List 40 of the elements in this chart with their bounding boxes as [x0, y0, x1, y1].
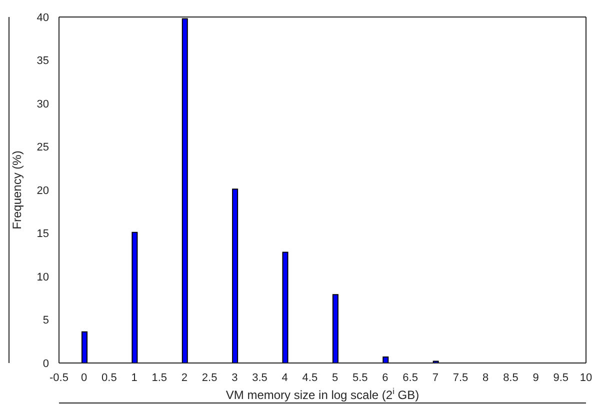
- x-tick-label: -0.5: [50, 372, 68, 384]
- x-tick-label: 1.5: [152, 372, 168, 384]
- x-tick-label: 7: [432, 372, 438, 384]
- x-tick-label: 5: [332, 372, 338, 384]
- x-tick-label: 2: [181, 372, 188, 384]
- x-tick-label: 4: [282, 372, 288, 384]
- y-tick-label: 10: [36, 271, 49, 284]
- y-tick-label: 0: [42, 358, 49, 370]
- x-tick-label: 3: [232, 372, 238, 384]
- y-tick-label: 5: [42, 314, 49, 327]
- y-tick-label: 40: [36, 12, 49, 24]
- y-tick-label: 35: [36, 55, 49, 68]
- bar: [182, 18, 188, 363]
- bar: [82, 331, 88, 363]
- y-tick-label: 25: [36, 142, 49, 154]
- y-tick-label: 15: [36, 228, 49, 240]
- x-tick-label: 9.5: [553, 372, 569, 384]
- x-tick-label: 8.5: [503, 372, 518, 384]
- x-tick-label: 7.5: [452, 372, 468, 384]
- x-tick-label: 3.5: [252, 372, 268, 384]
- x-axis-title: VM memory size in log scale (2$^{i}$ GB): [226, 386, 420, 402]
- bar: [382, 356, 389, 363]
- y-tick-label: 30: [36, 98, 49, 110]
- bar: [332, 294, 338, 363]
- x-tick-label: 8: [482, 372, 489, 384]
- x-tick-label: 1: [131, 372, 138, 384]
- x-tick-label: 4.5: [302, 372, 318, 384]
- x-tick-label: 0: [81, 372, 88, 384]
- x-tick-label: 5.5: [352, 372, 368, 384]
- bar: [232, 188, 238, 363]
- x-tick-label: 10: [580, 372, 592, 384]
- bar: [132, 232, 138, 363]
- y-tick-label: 20: [36, 184, 49, 197]
- x-tick-label: 6.5: [402, 372, 418, 384]
- x-tick-label: 9: [532, 372, 539, 384]
- x-tick-label: 6: [382, 372, 388, 384]
- x-tick-label: 0.5: [102, 372, 117, 384]
- bar: [282, 252, 288, 363]
- x-tick-label: 2.5: [202, 372, 218, 384]
- y-axis-title: Frequency (%): [10, 150, 24, 230]
